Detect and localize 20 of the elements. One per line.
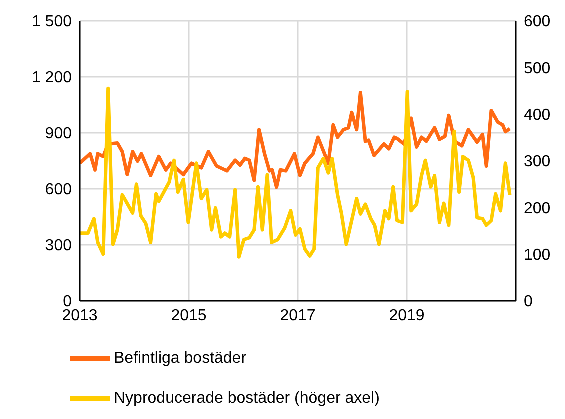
- y-tick-label: 900: [45, 126, 72, 143]
- legend-label: Befintliga bostäder: [114, 350, 247, 368]
- y2-tick-label: 600: [524, 14, 551, 31]
- y-tick-label: 1 500: [32, 14, 72, 31]
- x-tick-label: 2019: [389, 307, 425, 324]
- y2-tick-label: 100: [524, 247, 551, 264]
- y2-tick-label: 500: [524, 60, 551, 78]
- y-tick-label: 600: [45, 182, 72, 199]
- y2-tick-label: 300: [524, 154, 551, 171]
- y-tick-label: 1 200: [32, 70, 72, 87]
- line-series: [80, 91, 512, 190]
- legend-label: Nyproducerade bostäder (höger axel): [114, 390, 380, 408]
- y2-tick-label: 200: [524, 200, 551, 218]
- y2-tick-label: 0: [524, 294, 533, 311]
- x-tick-label: 2017: [280, 307, 316, 324]
- x-tick-label: 2013: [62, 307, 98, 324]
- x-tick-label: 2015: [171, 307, 207, 324]
- y-tick-label: 300: [45, 238, 72, 255]
- y2-tick-label: 400: [524, 107, 551, 124]
- line-series: [80, 86, 512, 259]
